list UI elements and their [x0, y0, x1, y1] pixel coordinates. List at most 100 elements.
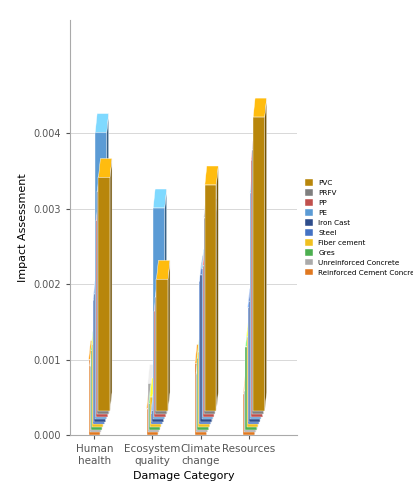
- Polygon shape: [159, 364, 161, 432]
- Polygon shape: [200, 256, 214, 274]
- Polygon shape: [147, 390, 160, 408]
- Polygon shape: [164, 392, 166, 422]
- Bar: [253, 117, 265, 411]
- Bar: [96, 220, 108, 416]
- Polygon shape: [197, 339, 211, 358]
- Polygon shape: [243, 374, 257, 394]
- Polygon shape: [204, 199, 217, 218]
- Polygon shape: [88, 340, 102, 359]
- Polygon shape: [253, 98, 267, 117]
- Polygon shape: [248, 288, 261, 308]
- Polygon shape: [155, 278, 169, 297]
- Polygon shape: [214, 246, 216, 416]
- Bar: [202, 268, 213, 419]
- Bar: [244, 391, 256, 432]
- Polygon shape: [250, 174, 263, 193]
- Polygon shape: [215, 199, 217, 414]
- Bar: [98, 178, 110, 411]
- Bar: [195, 364, 206, 435]
- Bar: [97, 192, 109, 414]
- Polygon shape: [213, 250, 215, 419]
- Polygon shape: [168, 260, 170, 411]
- Polygon shape: [91, 332, 104, 350]
- Bar: [205, 185, 216, 411]
- Bar: [149, 404, 160, 429]
- Polygon shape: [97, 172, 111, 192]
- Polygon shape: [93, 281, 107, 300]
- Polygon shape: [247, 318, 260, 336]
- Polygon shape: [102, 332, 104, 430]
- Bar: [147, 408, 158, 435]
- Polygon shape: [195, 344, 209, 364]
- Polygon shape: [244, 372, 258, 391]
- Polygon shape: [199, 262, 213, 281]
- Polygon shape: [209, 339, 211, 430]
- Polygon shape: [206, 344, 209, 435]
- Bar: [151, 413, 163, 424]
- Polygon shape: [104, 325, 105, 427]
- Polygon shape: [108, 202, 110, 416]
- Bar: [199, 281, 211, 424]
- Polygon shape: [95, 114, 109, 132]
- Polygon shape: [196, 354, 209, 374]
- Bar: [204, 218, 215, 414]
- Bar: [249, 301, 260, 422]
- Bar: [154, 311, 166, 416]
- Polygon shape: [90, 347, 103, 366]
- Polygon shape: [98, 158, 112, 178]
- Polygon shape: [211, 262, 213, 424]
- Bar: [157, 279, 168, 411]
- Bar: [200, 274, 212, 422]
- Polygon shape: [158, 390, 160, 435]
- Polygon shape: [167, 278, 169, 414]
- Polygon shape: [163, 394, 164, 424]
- Polygon shape: [261, 174, 263, 419]
- Polygon shape: [110, 158, 112, 411]
- Polygon shape: [263, 141, 264, 416]
- Polygon shape: [157, 260, 170, 279]
- Bar: [250, 193, 261, 419]
- Bar: [251, 160, 263, 416]
- Bar: [148, 384, 159, 432]
- Bar: [92, 344, 104, 427]
- Polygon shape: [100, 340, 102, 435]
- Polygon shape: [212, 256, 214, 422]
- Polygon shape: [208, 354, 209, 432]
- X-axis label: Damage Category: Damage Category: [133, 471, 235, 481]
- Polygon shape: [255, 374, 257, 435]
- Polygon shape: [252, 131, 266, 150]
- Y-axis label: Impact Assessment: Impact Assessment: [18, 173, 28, 282]
- Polygon shape: [161, 378, 164, 427]
- Polygon shape: [203, 246, 216, 266]
- Polygon shape: [151, 394, 164, 413]
- Polygon shape: [249, 282, 262, 301]
- Polygon shape: [104, 281, 107, 424]
- Polygon shape: [150, 378, 164, 397]
- Polygon shape: [107, 114, 109, 419]
- Bar: [252, 150, 263, 414]
- Polygon shape: [149, 384, 162, 404]
- Polygon shape: [251, 141, 264, 160]
- Bar: [197, 358, 209, 430]
- Polygon shape: [245, 328, 259, 346]
- Bar: [243, 394, 255, 435]
- Polygon shape: [265, 98, 267, 411]
- Polygon shape: [94, 274, 108, 293]
- Bar: [88, 360, 100, 435]
- Bar: [247, 336, 258, 427]
- Bar: [248, 308, 259, 424]
- Bar: [94, 294, 106, 422]
- Polygon shape: [160, 384, 162, 430]
- Polygon shape: [257, 328, 259, 430]
- Polygon shape: [152, 392, 166, 410]
- Polygon shape: [260, 282, 262, 422]
- Polygon shape: [256, 372, 258, 432]
- Polygon shape: [154, 292, 168, 311]
- Polygon shape: [210, 333, 212, 427]
- Polygon shape: [258, 318, 260, 427]
- Polygon shape: [165, 189, 167, 419]
- Polygon shape: [216, 166, 218, 411]
- Polygon shape: [259, 288, 261, 424]
- Polygon shape: [198, 333, 212, 351]
- Polygon shape: [106, 274, 108, 422]
